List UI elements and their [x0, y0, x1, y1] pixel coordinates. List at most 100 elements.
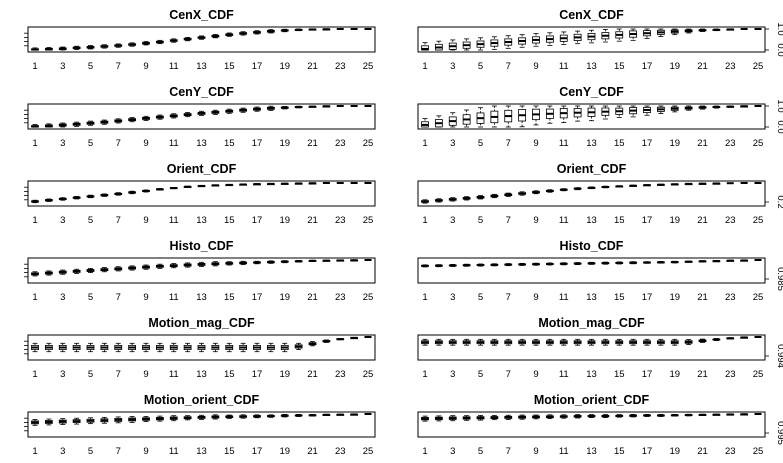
box-17	[253, 30, 261, 35]
box-3	[448, 197, 457, 202]
x-tick-label: 17	[642, 369, 653, 380]
x-tick-label: 17	[642, 446, 653, 457]
x-tick-label: 1	[32, 369, 37, 380]
box-17	[643, 105, 651, 116]
box-17	[253, 342, 261, 353]
x-tick-label: 17	[252, 138, 263, 149]
box-16	[629, 184, 638, 187]
x-tick-label: 1	[422, 138, 427, 149]
box-15	[615, 28, 624, 42]
x-tick-label: 9	[143, 292, 148, 303]
box-10	[545, 414, 554, 420]
box-14	[601, 29, 610, 43]
box-11	[169, 342, 178, 353]
x-tick-label: 23	[725, 138, 736, 149]
box-4	[72, 342, 81, 353]
x-tick-label: 1	[422, 215, 427, 226]
box-2	[434, 40, 443, 51]
box-11	[169, 113, 178, 119]
x-tick-label: 5	[478, 61, 483, 72]
plot-frame	[417, 257, 766, 284]
box-17	[253, 414, 261, 419]
x-tick-label: 3	[450, 61, 455, 72]
box-21	[698, 105, 707, 110]
box-20	[684, 260, 693, 263]
x-tick-label: 11	[169, 369, 179, 380]
box-9	[142, 115, 150, 121]
box-2	[434, 198, 443, 203]
y-tick-label: 0.0	[775, 43, 783, 56]
box-7	[114, 192, 123, 196]
x-tick-label: 21	[697, 215, 708, 226]
x-tick-label: 5	[88, 215, 93, 226]
box-4	[462, 109, 471, 128]
x-tick-label: 3	[60, 369, 65, 380]
box-5	[476, 338, 485, 346]
panel-title: Orient_CDF	[167, 162, 237, 176]
x-tick-label: 15	[224, 446, 235, 457]
box-6	[490, 193, 499, 199]
box-12	[573, 414, 582, 419]
y-tick-label: 1.0	[775, 22, 783, 35]
box-17	[643, 184, 651, 187]
box-14	[211, 184, 220, 187]
box-20	[684, 28, 693, 34]
box-23	[726, 337, 735, 340]
x-tick-label: 5	[88, 446, 93, 457]
x-tick-label: 13	[196, 61, 207, 72]
box-4	[462, 38, 471, 51]
x-tick-label: 19	[279, 138, 290, 149]
box-6	[490, 36, 499, 50]
x-tick-label: 5	[478, 138, 483, 149]
y-tick-label: 0.985	[775, 267, 783, 291]
x-tick-label: 11	[169, 215, 179, 226]
box-5	[476, 107, 485, 128]
x-tick-label: 9	[533, 215, 538, 226]
box-9	[532, 105, 540, 126]
x-tick-label: 5	[88, 292, 93, 303]
box-13	[587, 338, 596, 346]
box-7	[114, 416, 123, 424]
box-14	[601, 261, 610, 265]
x-tick-label: 13	[586, 446, 597, 457]
plot-frame	[27, 334, 376, 361]
box-15	[225, 261, 234, 266]
box-6	[490, 263, 499, 267]
box-13	[587, 186, 596, 190]
x-tick-label: 5	[478, 446, 483, 457]
x-tick-label: 3	[450, 369, 455, 380]
box-24	[740, 336, 749, 339]
x-tick-label: 15	[614, 446, 625, 457]
x-tick-label: 9	[143, 61, 148, 72]
box-18	[656, 414, 665, 417]
box-15	[615, 261, 624, 265]
x-tick-label: 11	[169, 292, 179, 303]
box-24	[350, 336, 359, 340]
box-18	[266, 260, 275, 264]
x-tick-label: 11	[559, 292, 569, 303]
box-21	[308, 414, 317, 417]
box-9	[142, 264, 150, 270]
box-8	[518, 338, 527, 346]
panel-title: CenX_CDF	[559, 8, 624, 22]
x-tick-label: 21	[697, 138, 708, 149]
box-4	[462, 196, 471, 201]
box-5	[476, 263, 485, 267]
box-13	[197, 261, 206, 267]
box-2	[44, 47, 53, 51]
box-13	[197, 35, 206, 40]
x-tick-label: 23	[335, 369, 346, 380]
x-tick-label: 3	[450, 215, 455, 226]
box-6	[490, 105, 499, 128]
x-tick-label: 13	[196, 292, 207, 303]
x-tick-label: 9	[533, 446, 538, 457]
x-tick-label: 21	[307, 446, 318, 457]
box-22	[712, 338, 721, 341]
box-20	[294, 182, 303, 185]
box-5	[476, 195, 485, 200]
box-4	[72, 417, 81, 425]
x-tick-label: 21	[697, 446, 708, 457]
box-19	[280, 260, 289, 264]
x-tick-label: 15	[614, 292, 625, 303]
